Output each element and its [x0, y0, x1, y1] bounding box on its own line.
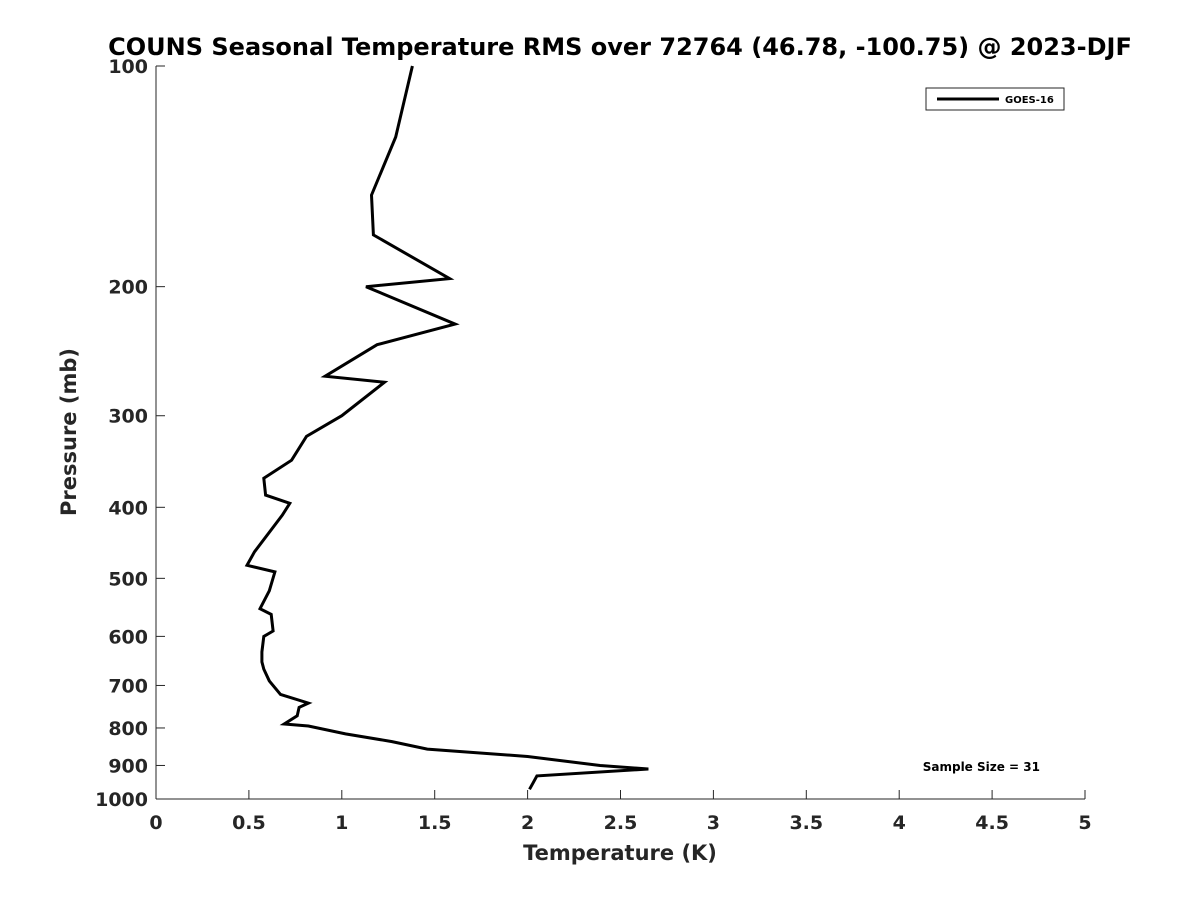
chart-title: COUNS Seasonal Temperature RMS over 7276… — [108, 33, 1132, 61]
y-tick-label: 900 — [108, 755, 148, 777]
plot-area: 0 0.5 1 1.5 2 2.5 3 3.5 4 4.5 5 100 200 300 400 500 600 7… — [95, 56, 1092, 834]
sample-size-annotation: Sample Size = 31 — [923, 760, 1040, 774]
x-axis-label: Temperature (K) — [523, 841, 717, 865]
x-tick-label: 2.5 — [604, 812, 638, 834]
y-tick-label: 800 — [108, 718, 148, 740]
x-tick-label: 3.5 — [789, 812, 823, 834]
y-tick-label: 600 — [108, 626, 148, 648]
series-line-goes-16 — [244, 65, 649, 791]
y-axis-label: Pressure (mb) — [57, 348, 81, 516]
y-tick-label: 300 — [108, 406, 148, 428]
y-tick-label: 1000 — [95, 789, 148, 811]
x-tick-label: 2 — [521, 812, 534, 834]
y-tick-label: 200 — [108, 277, 148, 299]
x-tick-label: 0 — [149, 812, 162, 834]
x-tick-label: 5 — [1078, 812, 1091, 834]
y-tick-label: 100 — [108, 56, 148, 78]
y-tick-label: 700 — [108, 675, 148, 697]
x-tick-label: 3 — [707, 812, 720, 834]
legend-label: GOES-16 — [1005, 95, 1054, 106]
x-tick-label: 4.5 — [975, 812, 1009, 834]
x-tick-label: 0.5 — [232, 812, 266, 834]
y-tick-label: 500 — [108, 568, 148, 590]
x-tick-label: 1.5 — [418, 812, 452, 834]
y-tick-label: 400 — [108, 497, 148, 519]
x-tick-label: 1 — [335, 812, 348, 834]
x-tick-label: 4 — [893, 812, 906, 834]
